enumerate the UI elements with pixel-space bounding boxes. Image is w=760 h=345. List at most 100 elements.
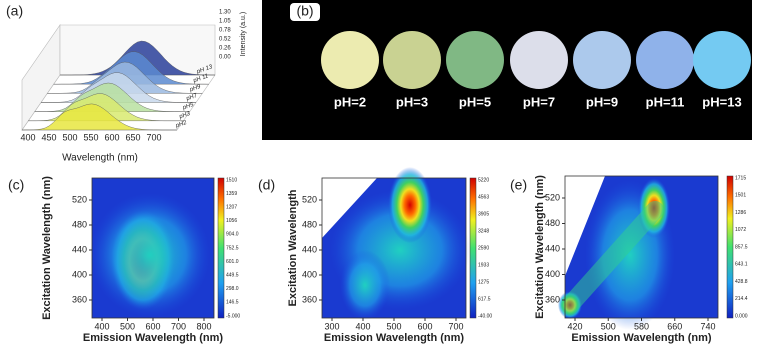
x-tick-label: 740 [700,321,715,331]
sample-disc [446,31,504,89]
colorbar-label: 214.4 [735,296,748,302]
colorbar-label: 1275 [478,279,489,285]
heatmap-ridge [561,201,664,314]
depth-tick-label: pH5 [181,102,195,112]
colorbar-label: 449.5 [226,273,239,279]
panel-label: (a) [6,3,23,19]
panel-label: (b) [296,3,313,19]
y-tick-label: 360 [545,294,560,304]
x-tick-label: 400 [94,321,109,331]
z-tick-label: 0.26 [219,46,231,52]
z-tick-label: 0.52 [219,37,231,43]
x-tick-label: 600 [145,321,160,331]
colorbar-label: 428.8 [735,279,748,285]
colorbar-label: 4563 [478,194,489,200]
depth-tick-label: pH9 [188,84,202,94]
depth-tick-label: pH2 [174,120,188,130]
x-tick-label: 650 [125,132,140,142]
x-axis-title: Emission Wavelength (nm) [83,332,224,344]
y-axis-title: Excitation Wavelength [287,189,299,306]
colorbar-label: -40.00 [478,313,492,319]
sample-disc [383,31,441,89]
colorbar-label: 2590 [478,245,489,251]
spectrum-curve [21,103,177,131]
sample-disc [321,31,379,89]
colorbar-label: 1510 [226,177,237,183]
z-tick-label: 0.00 [219,55,231,61]
colorbar-label: 1933 [478,262,489,268]
sample-disc [636,31,694,89]
sample-disc [510,31,568,89]
colorbar-label: 752.5 [226,245,239,251]
colorbar-label: 1501 [735,193,746,199]
colorbar-label: 1056 [226,218,237,224]
colorbar-label: 1359 [226,191,237,197]
colorbar-label: 1072 [735,227,746,233]
x-axis-title: Wavelength (nm) [62,153,138,164]
panel-label: (e) [510,177,527,193]
x-tick-label: 600 [104,132,119,142]
y-tick-label: 360 [72,294,87,304]
panel-label: (d) [258,177,275,193]
x-tick-label: 300 [324,321,339,331]
x-axis-title: Emission Wavelength (nm) [324,332,465,344]
colorbar-label: 601.0 [226,259,239,265]
y-tick-label: 480 [302,219,317,229]
colorbar-label: 3248 [478,228,489,234]
y-tick-label: 480 [72,219,87,229]
sample-label: pH=5 [459,94,491,109]
colorbar [217,177,225,319]
sample-label: pH=9 [586,94,618,109]
colorbar-label: -5.000 [226,313,240,319]
heatmap-corner [565,176,605,276]
x-tick-label: 500 [62,132,77,142]
x-tick-label: 420 [567,321,582,331]
y-tick-label: 480 [545,218,560,228]
x-tick-label: 500 [386,321,401,331]
x-tick-label: 700 [146,132,161,142]
colorbar-label: 1207 [226,205,237,211]
y-tick-label: 400 [302,269,317,279]
colorbar [469,177,477,319]
colorbar-label: 857.5 [735,244,748,250]
x-tick-label: 500 [120,321,135,331]
y-tick-label: 520 [302,194,317,204]
x-tick-label: 400 [20,132,35,142]
depth-tick-label: pH3 [178,111,192,121]
colorbar-label: 1286 [735,210,746,216]
depth-tick-label: pH 11 [192,73,210,84]
label-box [290,3,320,21]
y-tick-label: 400 [72,269,87,279]
heatmap-corner [322,178,377,238]
colorbar-label: 298.0 [226,286,239,292]
x-tick-label: 800 [196,321,211,331]
axis-wall [21,24,61,131]
sample-label: pH=13 [702,94,741,109]
sample-label: pH=11 [646,94,685,109]
heatmap-blob [90,193,210,317]
panel-label: (c) [8,177,24,193]
x-tick-label: 700 [171,321,186,331]
y-tick-label: 360 [302,294,317,304]
colorbar [726,175,734,319]
colorbar-label: 1715 [735,175,746,181]
x-tick-label: 700 [448,321,463,331]
y-tick-label: 440 [545,243,560,253]
x-axis-title: Emission Wavelength (nm) [571,332,712,344]
y-tick-label: 440 [72,244,87,254]
x-tick-label: 600 [417,321,432,331]
x-tick-label: 580 [634,321,649,331]
y-tick-label: 520 [72,194,87,204]
z-tick-label: 0.78 [219,28,231,34]
y-axis-title: Excitation Wavelength (nm) [41,176,53,320]
x-tick-label: 450 [41,132,56,142]
z-axis-title: Intensity (a.u.) [240,12,247,56]
depth-tick-label: pH7 [185,93,199,103]
colorbar-label: 904.0 [226,232,239,238]
sample-label: pH=7 [523,94,555,109]
colorbar-label: 617.5 [478,296,491,302]
colorbar-label: 146.5 [226,300,239,306]
y-tick-label: 400 [545,269,560,279]
x-tick-label: 550 [83,132,98,142]
